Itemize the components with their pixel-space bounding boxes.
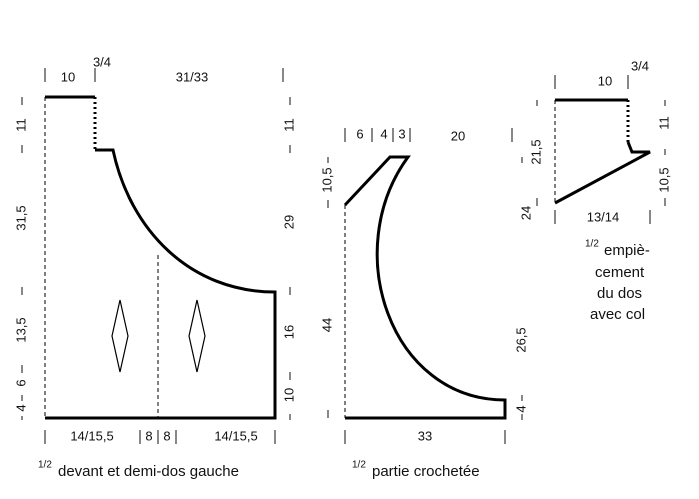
edge bbox=[45, 148, 277, 420]
caption: partie crochetée bbox=[372, 463, 480, 480]
label: 4 bbox=[13, 404, 28, 411]
caption: du dos bbox=[597, 285, 642, 302]
label: 4 bbox=[513, 405, 528, 412]
label: 13/14 bbox=[587, 209, 620, 224]
label: 11 bbox=[281, 118, 296, 132]
label: 3/4 bbox=[93, 54, 111, 69]
dart bbox=[188, 299, 206, 373]
caption: cement bbox=[595, 264, 645, 281]
label: 3 bbox=[398, 126, 405, 141]
caption: devant et demi-dos gauche bbox=[58, 463, 239, 480]
label: 14/15,5 bbox=[214, 428, 257, 443]
label: 44 bbox=[319, 318, 334, 332]
label: 26,5 bbox=[513, 327, 528, 352]
caption-fraction: 1/2 bbox=[585, 239, 599, 250]
label: 3/4 bbox=[631, 58, 649, 73]
label: 31,5 bbox=[13, 205, 28, 230]
crochet-piece: 6 4 3 20 10,5 44 26,5 4 33 1/2 partie cr… bbox=[319, 126, 528, 480]
label: 10,5 bbox=[656, 167, 671, 192]
label: 10,5 bbox=[319, 167, 334, 192]
yoke-piece: 10 3/4 21,5 11 10,5 24 13/14 1/2 empiè- … bbox=[518, 58, 671, 323]
label: 11 bbox=[13, 118, 28, 132]
label: 6 bbox=[13, 379, 28, 386]
caption-fraction: 1/2 bbox=[38, 460, 52, 471]
tick bbox=[536, 75, 666, 224]
label: 33 bbox=[418, 428, 432, 443]
label: 16 bbox=[281, 325, 296, 339]
caption-fraction: 1/2 bbox=[352, 460, 366, 471]
caption: avec col bbox=[590, 306, 645, 323]
edge bbox=[554, 141, 651, 205]
label: 11 bbox=[656, 116, 671, 130]
label: 8 bbox=[163, 428, 170, 443]
label: 20 bbox=[451, 128, 465, 143]
label: 14/15,5 bbox=[70, 428, 113, 443]
label: 21,5 bbox=[528, 139, 543, 164]
label: 31/33 bbox=[176, 69, 209, 84]
label: 24 bbox=[518, 206, 533, 220]
label: 4 bbox=[380, 126, 387, 141]
tick bbox=[21, 68, 291, 444]
label: 10 bbox=[598, 73, 612, 88]
label: 29 bbox=[281, 215, 296, 229]
caption: empiè- bbox=[604, 242, 650, 259]
label: 13,5 bbox=[13, 317, 28, 342]
edge bbox=[343, 155, 507, 420]
front-piece: 10 3/4 31/33 11 31,5 13,5 6 4 11 29 16 1… bbox=[13, 54, 296, 480]
label: 8 bbox=[145, 428, 152, 443]
tick bbox=[327, 128, 523, 444]
label: 6 bbox=[356, 126, 363, 141]
label: 10 bbox=[61, 69, 75, 84]
label: 10 bbox=[281, 388, 296, 402]
dart bbox=[111, 299, 129, 373]
